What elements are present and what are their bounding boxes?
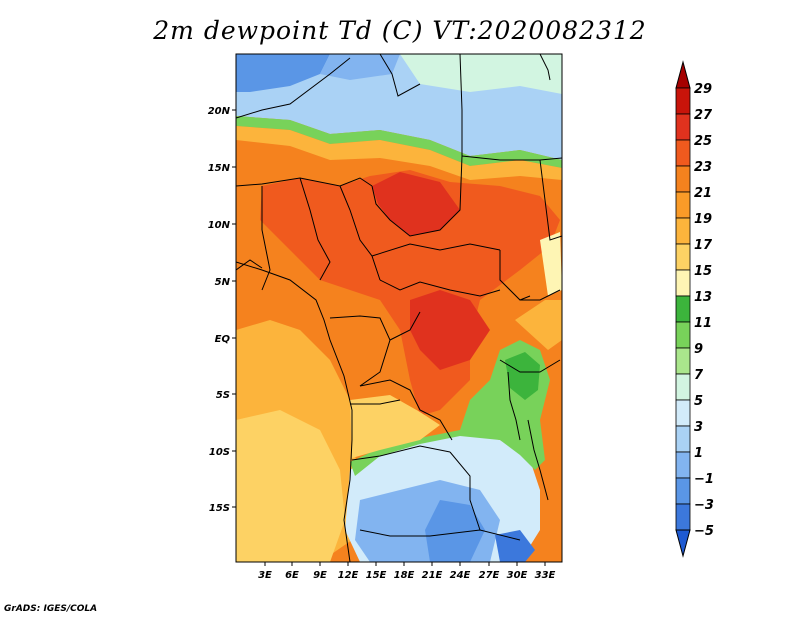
dewpoint-field — [236, 54, 562, 562]
colorbar-label: 19 — [694, 212, 712, 227]
colorbar-segment — [675, 165, 691, 193]
colorbar-segment — [675, 139, 691, 167]
colorbar-label: 25 — [694, 134, 712, 149]
colorbar-label: −1 — [694, 472, 714, 487]
colorbar-segment — [675, 399, 691, 427]
longitude-axis: 3E 6E 9E 12E 15E 18E 21E 24E 27E 30E 33E — [258, 562, 556, 581]
colorbar-segment — [675, 243, 691, 271]
lon-label: 18E — [394, 570, 415, 581]
colorbar: 29 27 25 23 21 19 17 15 13 11 9 7 5 3 1 −1 −3 −5 — [675, 60, 714, 558]
lat-label: 10N — [208, 220, 231, 231]
colorbar-label: 27 — [694, 108, 713, 123]
lat-label: 15N — [208, 163, 231, 174]
colorbar-segment — [675, 191, 691, 219]
colorbar-top-arrow — [675, 60, 691, 89]
latitude-axis: 20N 15N 10N 5N EQ 5S 10S 15S — [208, 106, 236, 514]
map-frame — [235, 53, 563, 563]
lat-label: 5S — [216, 390, 230, 401]
colorbar-segment — [675, 373, 691, 401]
lon-label: 15E — [366, 570, 387, 581]
colorbar-label: 3 — [694, 420, 703, 435]
colorbar-label: 17 — [694, 238, 713, 253]
colorbar-label: −5 — [694, 524, 714, 539]
colorbar-label: 13 — [694, 290, 712, 305]
lon-label: 6E — [285, 570, 299, 581]
colorbar-segment — [675, 295, 691, 323]
lon-label: 33E — [535, 570, 556, 581]
lat-label: 10S — [209, 447, 230, 458]
colorbar-segment — [675, 87, 691, 115]
colorbar-label: 11 — [694, 316, 712, 331]
colorbar-segment — [675, 113, 691, 141]
colorbar-label: −3 — [694, 498, 714, 513]
colorbar-bottom-arrow — [675, 529, 691, 558]
colorbar-label: 23 — [694, 160, 712, 175]
colorbar-segment — [675, 451, 691, 479]
lon-label: 24E — [450, 570, 471, 581]
colorbar-segment — [675, 503, 691, 531]
lon-label: 12E — [338, 570, 359, 581]
lat-label: 5N — [215, 277, 231, 288]
lon-label: 9E — [313, 570, 327, 581]
colorbar-segment — [675, 477, 691, 505]
lon-label: 3E — [258, 570, 272, 581]
colorbar-label: 21 — [694, 186, 712, 201]
colorbar-segment — [675, 321, 691, 349]
lon-label: 30E — [507, 570, 528, 581]
colorbar-segment — [675, 269, 691, 297]
lat-label: 20N — [208, 106, 231, 117]
colorbar-label: 7 — [694, 368, 704, 383]
colorbar-segment — [675, 217, 691, 245]
colorbar-segment — [675, 347, 691, 375]
country-borders — [236, 54, 562, 562]
map-title: 2m dewpoint Td (C) VT:2020082312 — [153, 16, 647, 45]
lat-label: 15S — [209, 503, 230, 514]
lat-label: EQ — [215, 334, 231, 345]
colorbar-label: 29 — [694, 82, 712, 97]
lon-label: 21E — [422, 570, 443, 581]
colorbar-label: 9 — [694, 342, 703, 357]
colorbar-label: 5 — [694, 394, 703, 409]
lon-label: 27E — [479, 570, 500, 581]
colorbar-label: 1 — [694, 446, 703, 461]
colorbar-segment — [675, 425, 691, 453]
credit-text: GrADS: IGES/COLA — [4, 604, 98, 614]
colorbar-label: 15 — [694, 264, 712, 279]
